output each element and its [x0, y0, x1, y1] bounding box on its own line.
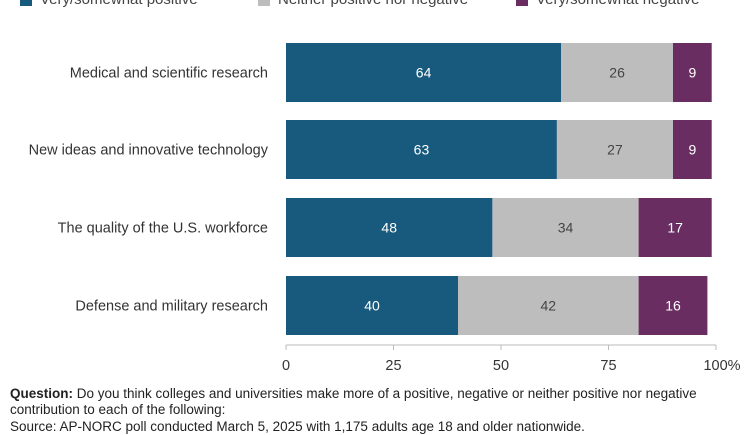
bar-segment: [561, 43, 673, 102]
legend-swatch-neither: [258, 0, 270, 6]
bar-segment: [286, 43, 562, 102]
category-label: Defense and military research: [75, 299, 268, 315]
x-tick-label: 50: [493, 358, 509, 374]
data-label: 64: [416, 65, 432, 81]
data-label: 17: [667, 220, 683, 236]
category-label: Medical and scientific research: [70, 66, 268, 82]
data-label: 16: [665, 298, 681, 314]
chart-legend: Very/somewhat positive Neither positive …: [0, 0, 747, 11]
bar-segment: [673, 43, 712, 102]
stacked-bar-chart: Medical and scientific research 64 26 9 New …: [29, 43, 741, 374]
legend-item-neither: Neither positive nor negative: [258, 0, 468, 8]
bar-segment: [458, 276, 639, 335]
x-tick-label: 100%: [703, 358, 740, 374]
data-label: 48: [381, 220, 397, 236]
question-text: Do you think colleges and universities m…: [10, 386, 697, 417]
category-label: New ideas and innovative technology: [29, 143, 269, 159]
category-label: The quality of the U.S. workforce: [58, 221, 268, 237]
legend-swatch-positive: [20, 0, 32, 6]
data-label: 63: [414, 142, 430, 158]
bar-segment: [556, 120, 673, 179]
legend-label-negative: Very/somewhat negative: [536, 0, 699, 8]
bar-segment: [638, 276, 708, 335]
bar-segment: [286, 276, 458, 335]
legend-item-positive: Very/somewhat positive: [20, 0, 198, 8]
legend-swatch-negative: [516, 0, 528, 6]
x-tick-label: 0: [282, 358, 290, 374]
data-label: 9: [688, 142, 696, 158]
data-label: 26: [609, 65, 625, 81]
legend-item-negative: Very/somewhat negative: [516, 0, 699, 8]
bar-segment: [286, 120, 557, 179]
bar-segment: [638, 198, 712, 257]
source-note: Source: AP-NORC poll conducted March 5, …: [10, 419, 585, 434]
data-label: 42: [541, 298, 557, 314]
data-label: 40: [364, 298, 380, 314]
data-label: 34: [558, 220, 574, 236]
x-tick-label: 75: [600, 358, 616, 374]
bar-segment: [492, 198, 639, 257]
question-label: Question:: [10, 386, 73, 401]
legend-label-positive: Very/somewhat positive: [40, 0, 198, 8]
x-tick-label: 25: [385, 358, 401, 374]
data-label: 9: [688, 65, 696, 81]
question-note: Question: Do you think colleges and univ…: [10, 386, 740, 418]
bar-segment: [286, 198, 493, 257]
bar-segment: [673, 120, 712, 179]
legend-label-neither: Neither positive nor negative: [278, 0, 468, 8]
data-label: 27: [607, 142, 623, 158]
